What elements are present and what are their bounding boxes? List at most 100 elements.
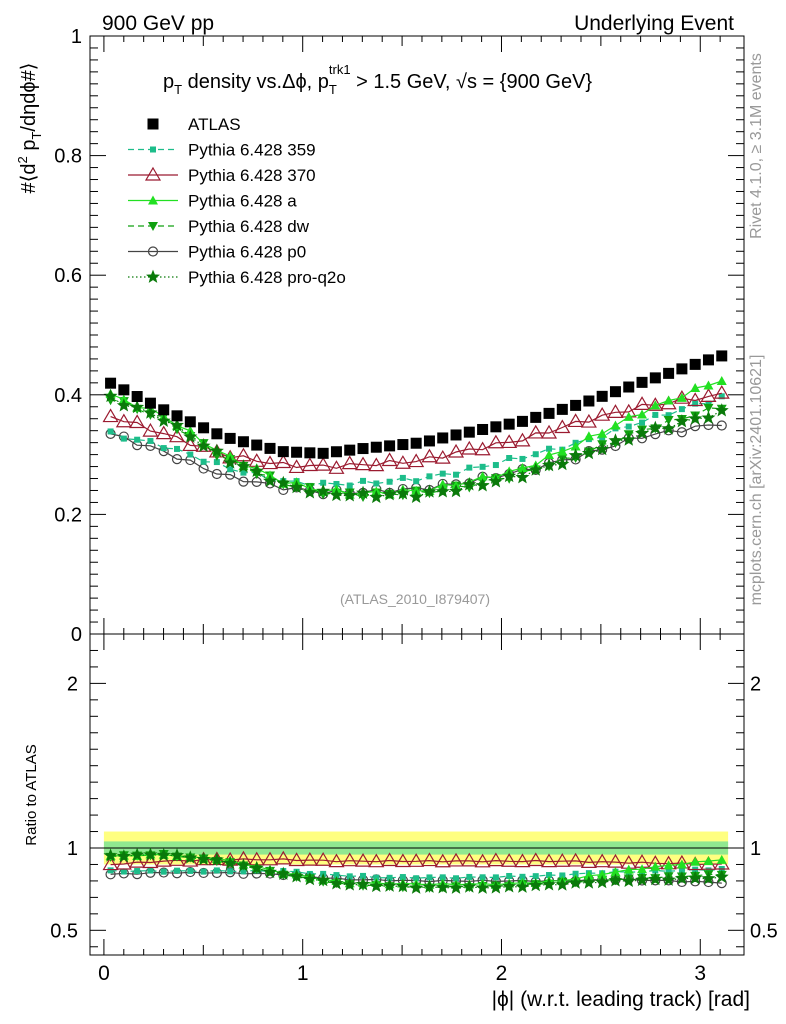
main-point (304, 447, 316, 459)
ratio-point (116, 849, 131, 863)
ratio-point (185, 866, 196, 878)
main-point (330, 446, 342, 458)
main-point (346, 482, 353, 489)
main-point (316, 483, 331, 498)
ratio-point (409, 880, 424, 894)
main-point (395, 486, 410, 500)
main-point (315, 456, 332, 471)
ratio-point (506, 872, 513, 879)
main-point (556, 403, 568, 415)
main-point (156, 413, 171, 427)
main-point (107, 428, 114, 435)
main-point (543, 407, 555, 419)
main-point (557, 446, 568, 456)
main-point (275, 454, 292, 469)
main-point (515, 470, 530, 484)
main-point (134, 436, 141, 443)
ratio-point (528, 878, 543, 892)
ratio-point (130, 847, 145, 861)
main-point (130, 399, 145, 414)
ratio-point (187, 867, 194, 874)
main-point (263, 473, 277, 488)
legend-marker (147, 246, 159, 257)
header-left: 900 GeV pp (102, 12, 214, 35)
main-point (211, 468, 222, 480)
main-y-tick-label: 0.8 (54, 146, 82, 168)
legend-item-pythia-6-428-370: Pythia 6.428 370 (128, 166, 316, 185)
main-point (702, 354, 714, 366)
main-point (623, 381, 635, 393)
main-point (200, 458, 207, 465)
main-point (490, 421, 502, 433)
ratio-point (475, 880, 490, 894)
ratio-point (554, 853, 571, 867)
legend-item-atlas: ATLAS (147, 115, 241, 134)
legend-marker (148, 195, 158, 205)
ratio-point (342, 877, 357, 891)
ratio-line-pythia-6-428-359 (110, 868, 722, 879)
main-point (663, 416, 674, 426)
main-point (317, 447, 329, 459)
ratio-point (435, 880, 450, 894)
main-point (211, 428, 223, 440)
main-point (209, 443, 224, 458)
main-point (131, 391, 143, 403)
ratio-point (439, 874, 446, 881)
main-point (142, 422, 159, 437)
main-point (581, 446, 596, 460)
main-point (369, 489, 384, 504)
main-point (147, 437, 154, 444)
ratio-point (608, 873, 623, 887)
main-y-tick-label: 0.4 (54, 385, 82, 407)
main-point (236, 459, 251, 473)
ratio-point (701, 871, 716, 885)
main-point (105, 377, 117, 389)
main-point (158, 404, 170, 416)
main-point (678, 406, 685, 413)
main-point (477, 471, 488, 481)
ratio-point (354, 852, 372, 867)
main-point (608, 433, 623, 447)
main-point (688, 411, 703, 425)
main-point (610, 420, 621, 430)
main-point (623, 411, 634, 421)
x-tick-label: 3 (694, 962, 706, 985)
main-point (342, 488, 357, 502)
main-point (289, 479, 304, 494)
main-point (519, 455, 526, 462)
ratio-y-tick-label-left: 0.5 (50, 920, 78, 942)
main-point (357, 443, 369, 455)
main-point (118, 384, 130, 396)
legend-item-pythia-6-428-a: Pythia 6.428 a (128, 192, 297, 211)
ratio-point (449, 880, 463, 894)
main-point (595, 442, 610, 456)
main-point (249, 463, 264, 478)
main-point (568, 448, 583, 462)
ratio-point (678, 867, 685, 874)
main-point (690, 382, 701, 392)
main-point (714, 403, 729, 417)
main-series-pythia-6-428-370 (102, 384, 730, 474)
main-point (171, 410, 183, 422)
main-point (381, 452, 398, 467)
ratio-point (515, 879, 530, 893)
analysis-watermark: (ATLAS_2010_I879407) (340, 591, 490, 607)
ratio-point (413, 875, 420, 882)
main-point (554, 419, 571, 434)
ratio-point (453, 875, 460, 882)
main-point (386, 478, 393, 485)
main-point (633, 396, 651, 410)
ratio-point (301, 851, 318, 866)
ratio-y-axis-label: Ratio to ATLAS (23, 744, 40, 845)
main-point (516, 415, 528, 427)
ratio-point (198, 867, 209, 879)
ratio-point (158, 867, 169, 878)
main-point (583, 431, 594, 441)
main-point (360, 477, 367, 484)
ratio-point (580, 854, 597, 868)
x-tick-label: 0 (98, 962, 110, 985)
main-point (373, 480, 380, 487)
header-right: Underlying Event (574, 12, 734, 35)
main-point (570, 441, 581, 451)
ratio-point (514, 853, 531, 868)
